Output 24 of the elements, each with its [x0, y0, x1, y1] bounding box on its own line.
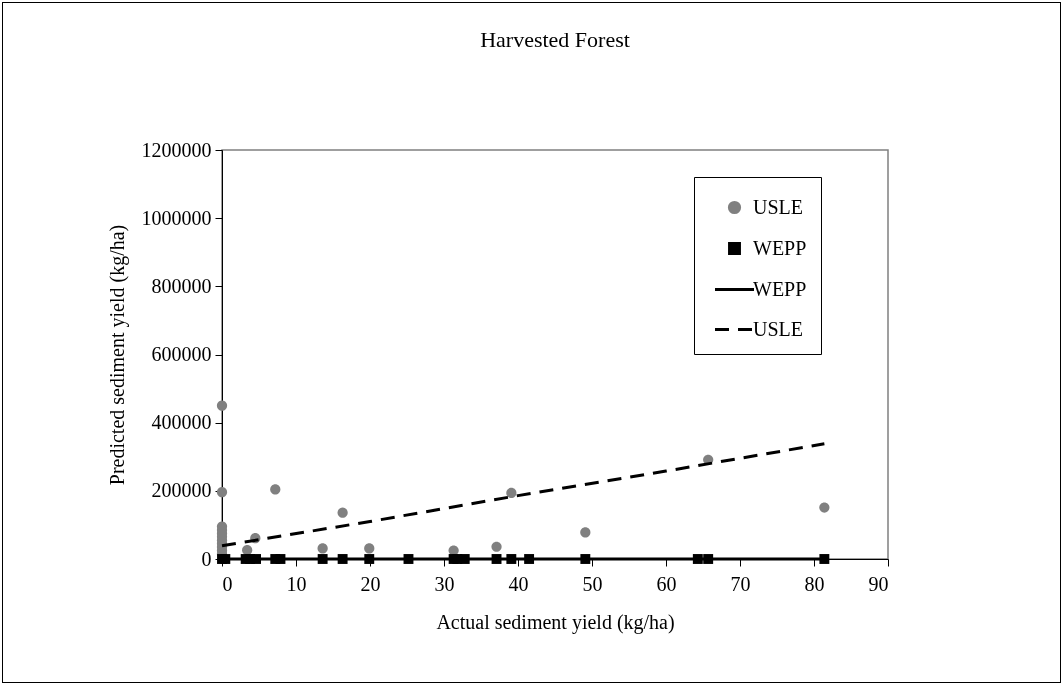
x-tick-label: 70	[730, 572, 751, 595]
legend-label: WEPP	[753, 277, 807, 300]
legend-label: USLE	[753, 317, 803, 340]
x-tick-label: 90	[868, 572, 889, 595]
x-tick-label: 40	[508, 572, 529, 595]
y-tick-label: 600000	[151, 343, 212, 365]
y-tick-label: 400000	[151, 411, 212, 434]
legend-label: WEPP	[753, 236, 807, 259]
y-tick-label: 1000000	[141, 206, 212, 229]
x-tick-label: 10	[286, 572, 307, 595]
x-tick-label: 30	[434, 572, 455, 595]
y-tick-label: 0	[201, 547, 212, 570]
x-tick-label: 20	[360, 572, 381, 595]
x-axis-title: Actual sediment yield (kg/ha)	[436, 610, 675, 634]
y-axis-title: Predicted sediment yield (kg/ha)	[105, 224, 129, 486]
x-tick-label: 50	[582, 572, 603, 595]
chart-title: Harvested Forest	[480, 27, 630, 52]
y-tick-label: 200000	[151, 479, 212, 502]
x-tick-label: 80	[804, 572, 825, 595]
x-tick-label: 0	[222, 572, 233, 595]
legend-label: USLE	[753, 195, 803, 218]
x-tick-label: 60	[656, 572, 677, 595]
y-tick-label: 1200000	[141, 138, 212, 161]
y-tick-label: 800000	[151, 274, 212, 297]
